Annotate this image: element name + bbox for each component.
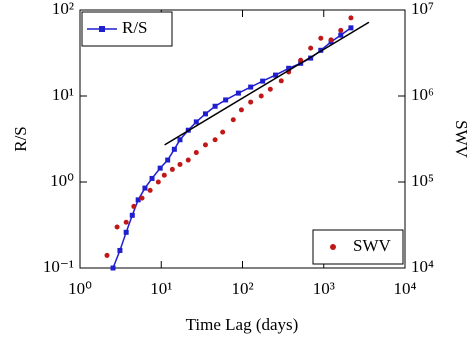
plot-frame <box>79 9 406 269</box>
point <box>177 137 183 143</box>
point <box>193 119 199 125</box>
legend-marker <box>99 26 105 32</box>
point <box>220 129 226 135</box>
legend-box <box>81 11 173 47</box>
x-tick-label: 10² <box>231 279 253 298</box>
y2-tick-label: 10⁶ <box>411 85 434 104</box>
y-tick-label: 10⁰ <box>50 171 74 190</box>
point <box>248 84 254 90</box>
x-tick-label: 10³ <box>313 279 335 298</box>
legend-label: R/S <box>122 18 148 37</box>
point <box>177 161 183 167</box>
point <box>328 37 334 43</box>
point <box>308 45 314 51</box>
x-tick-label: 10⁴ <box>394 279 417 298</box>
point <box>149 175 155 181</box>
point <box>267 86 273 92</box>
point <box>202 111 208 117</box>
point <box>318 35 324 41</box>
legend-box <box>312 229 404 265</box>
point <box>223 97 229 103</box>
y-axis-label: R/S <box>11 126 30 152</box>
y-tick-label: 10⁻¹ <box>43 257 74 276</box>
point <box>123 229 129 235</box>
point <box>171 146 177 152</box>
point <box>212 137 218 143</box>
point <box>169 166 175 172</box>
point <box>117 247 123 253</box>
y2-tick-label: 10⁴ <box>411 257 434 276</box>
point <box>348 15 354 21</box>
point <box>258 93 264 99</box>
fit-line <box>164 21 370 146</box>
point <box>298 57 304 63</box>
point <box>273 72 279 78</box>
y-tick-label: 10² <box>52 0 74 18</box>
point <box>155 179 161 185</box>
x-axis-label: Time Lag (days) <box>186 315 299 334</box>
point <box>235 90 241 96</box>
point <box>286 65 292 71</box>
point <box>260 78 266 84</box>
point <box>193 150 199 156</box>
point <box>129 212 135 218</box>
point <box>110 265 116 271</box>
point <box>338 27 344 33</box>
legend-marker <box>330 244 336 250</box>
point <box>131 203 137 209</box>
point <box>135 197 141 203</box>
y-tick-label: 10¹ <box>52 85 74 104</box>
point <box>157 165 163 171</box>
point <box>278 78 284 84</box>
point <box>238 107 244 113</box>
point <box>185 157 191 163</box>
point <box>165 157 171 163</box>
point <box>202 142 208 148</box>
y2-tick-label: 10⁷ <box>411 0 434 18</box>
legend-label: SWV <box>353 236 392 255</box>
point <box>142 185 148 191</box>
point <box>248 99 254 105</box>
point <box>104 252 110 258</box>
point <box>147 187 153 193</box>
point <box>338 32 344 38</box>
point <box>123 219 129 225</box>
point <box>161 172 167 178</box>
point <box>139 195 145 201</box>
point <box>348 25 354 31</box>
point <box>230 117 236 123</box>
y2-tick-label: 10⁵ <box>411 171 434 190</box>
x-tick-label: 10¹ <box>150 279 172 298</box>
point <box>212 103 218 109</box>
point <box>114 224 120 230</box>
y2-axis-label: SWV <box>452 120 471 159</box>
x-tick-label: 10⁰ <box>68 279 92 298</box>
